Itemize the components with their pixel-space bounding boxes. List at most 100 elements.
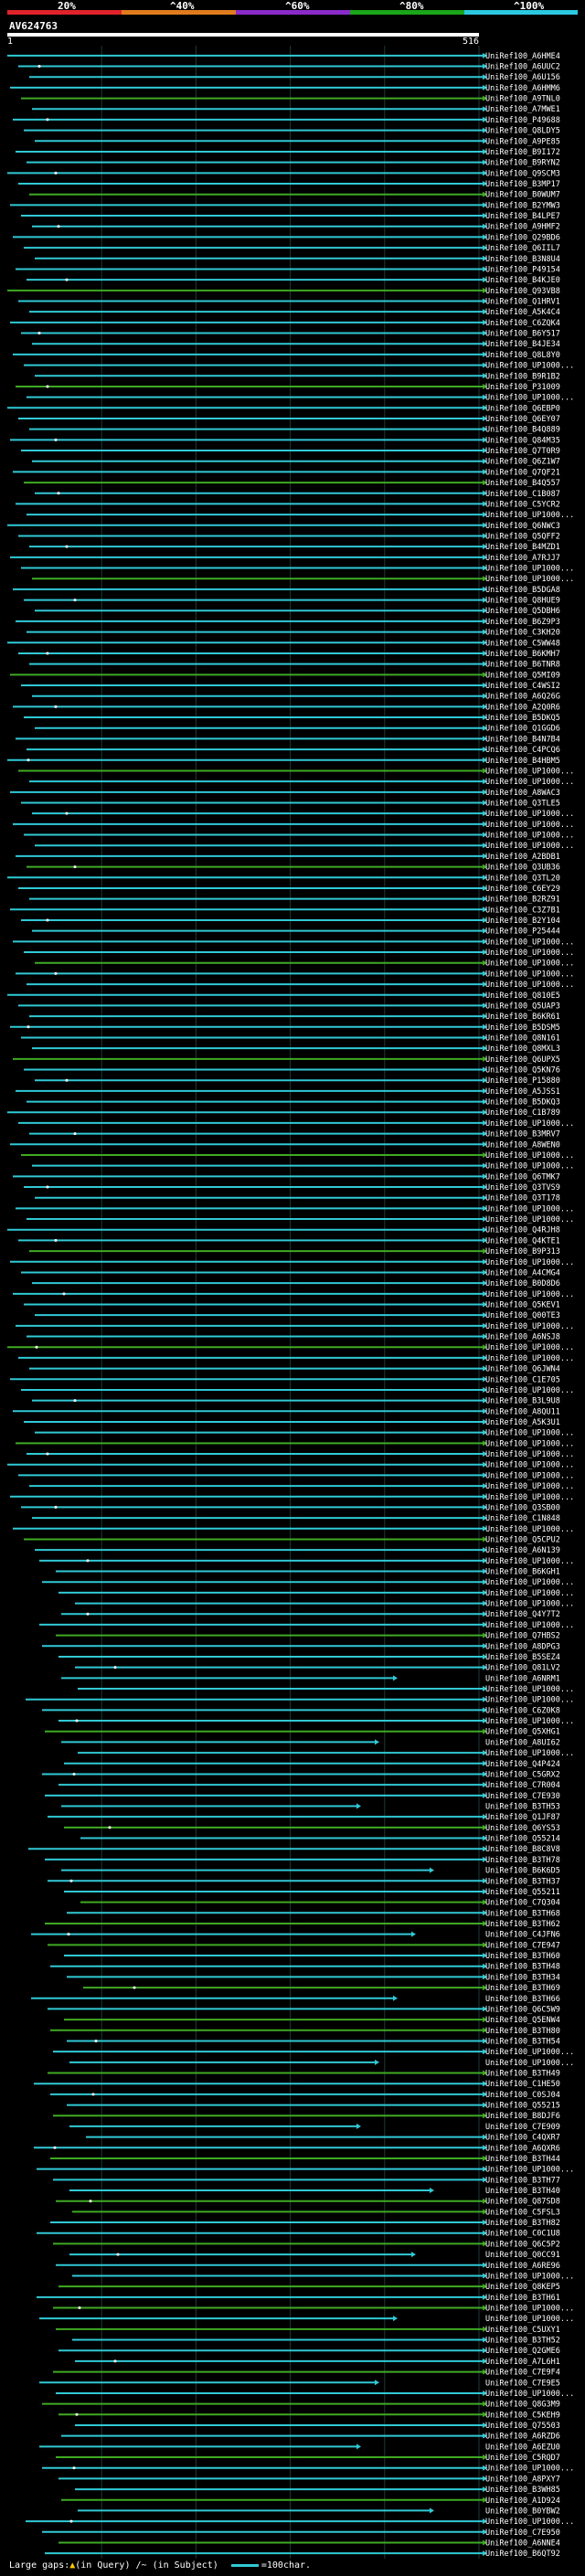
hit-label: UniRef100_B3TH80: [485, 2027, 560, 2036]
hit-label: UniRef100_B3TH49: [485, 2070, 560, 2079]
hit-arrow: [483, 1611, 487, 1617]
hit-label: UniRef100_Q8G3M9: [485, 2401, 560, 2410]
hit-label: UniRef100_UP1000...: [485, 2465, 574, 2474]
hit-arrow: [483, 2348, 487, 2354]
hit-label: UniRef100_UP1000...: [485, 1439, 574, 1448]
gap-marker: [65, 1078, 69, 1082]
hit-arrow: [483, 1023, 487, 1030]
hit-label: UniRef100_UP1000...: [485, 1204, 574, 1214]
hit-arrow: [483, 1109, 487, 1116]
hit-arrow: [483, 341, 487, 347]
hit-label: UniRef100_Q6NWC3: [485, 522, 560, 531]
gap-marker: [133, 1986, 136, 1989]
hit-arrow: [483, 2166, 487, 2172]
hit-arrow: [483, 522, 487, 528]
hit-arrow: [483, 448, 487, 454]
hit-arrow: [483, 1397, 487, 1404]
hit-label: UniRef100_B0D8D6: [485, 1279, 560, 1288]
hit-label: UniRef100_Q84M35: [485, 436, 560, 445]
hit-arrow: [483, 811, 487, 817]
hit-arrow: [411, 2252, 416, 2258]
hit-label: UniRef100_UP1000...: [485, 1621, 574, 1630]
hit-label: UniRef100_Q7HBS2: [485, 1632, 560, 1641]
hit-label: UniRef100_Q8LDY5: [485, 127, 560, 136]
hit-arrow: [483, 1536, 487, 1542]
hit-arrow: [483, 959, 487, 966]
hit-arrow: [483, 991, 487, 998]
hit-label: UniRef100_B4HBM5: [485, 757, 560, 766]
gap-marker: [108, 1826, 112, 1829]
hit-arrow: [483, 255, 487, 261]
hit-arrow: [483, 2369, 487, 2375]
hit-label: UniRef100_A2BDB1: [485, 853, 560, 862]
hit-label: UniRef100_UP1000...: [485, 565, 574, 574]
hit-label: UniRef100_A2Q0R6: [485, 703, 560, 712]
hit-label: UniRef100_UP1000...: [485, 1258, 574, 1267]
hit-label: UniRef100_UP1000...: [485, 1119, 574, 1129]
hit-label: UniRef100_Q87SD8: [485, 2198, 560, 2207]
hit-arrow: [483, 202, 487, 208]
hit-label: UniRef100_C6EY29: [485, 885, 560, 894]
hit-arrow: [483, 2433, 487, 2439]
hit-arrow: [483, 298, 487, 304]
hit-arrow: [483, 2273, 487, 2279]
tick-label-100: ^100%: [514, 0, 545, 12]
gap-marker: [73, 599, 77, 602]
hit-label: UniRef100_B6KMH7: [485, 650, 560, 659]
hit-arrow: [483, 533, 487, 539]
hit-arrow: [483, 1312, 487, 1319]
hit-label: UniRef100_C7E9E5: [485, 2379, 560, 2388]
hit-label: UniRef100_UP1000...: [485, 821, 574, 830]
hit-label: UniRef100_Q1GGD6: [485, 725, 560, 734]
hit-label: UniRef100_A6HMM6: [485, 84, 560, 93]
hit-label: UniRef100_Q3T178: [485, 1194, 560, 1203]
hit-arrow: [483, 725, 487, 731]
hit-label: UniRef100_B3TH44: [485, 2155, 560, 2164]
hit-label: UniRef100_B6KR61: [485, 1012, 560, 1022]
hit-label: UniRef100_A6QXR6: [485, 2144, 560, 2153]
hit-arrow: [483, 1162, 487, 1169]
hit-arrow: [483, 2262, 487, 2268]
hit-arrow: [483, 1760, 487, 1766]
gap-marker: [113, 1666, 117, 1670]
hit-label: UniRef100_Q8L8Y0: [485, 351, 560, 360]
hit-arrow: [483, 2006, 487, 2012]
hit-label: UniRef100_UP1000...: [485, 2166, 574, 2175]
hit-arrow: [483, 1782, 487, 1788]
hit-label: UniRef100_B4Q889: [485, 426, 560, 435]
hit-arrow: [483, 2134, 487, 2140]
hit-label: UniRef100_C1N848: [485, 1514, 560, 1523]
hit-arrow: [483, 832, 487, 838]
gap-marker: [54, 1238, 58, 1242]
hit-label: UniRef100_C4PCQ6: [485, 746, 560, 755]
hit-arrow: [483, 1707, 487, 1713]
hit-label: UniRef100_B3L9U8: [485, 1397, 560, 1406]
hit-label: UniRef100_A6EZU0: [485, 2443, 560, 2452]
hit-arrow: [483, 1280, 487, 1287]
hit-arrow: [483, 1589, 487, 1595]
hit-label: UniRef100_A9PE85: [485, 137, 560, 146]
hit-label: UniRef100_Q55211: [485, 1888, 560, 1897]
hit-label: UniRef100_Q6YS53: [485, 1824, 560, 1833]
hit-label: UniRef100_UP1000...: [485, 767, 574, 776]
hit-arrow: [375, 2380, 379, 2386]
gap-marker: [75, 1719, 79, 1723]
hit-label: UniRef100_C4QXR7: [485, 2134, 560, 2143]
hit-arrow: [483, 821, 487, 827]
gap-marker: [46, 1452, 49, 1456]
hit-label: UniRef100_C4WSI2: [485, 682, 560, 691]
scale-label: =100char.: [261, 2560, 312, 2571]
hit-arrow: [483, 1653, 487, 1659]
query-ruler: 1 516: [7, 37, 479, 47]
hit-arrow: [483, 1643, 487, 1649]
hit-arrow: [483, 501, 487, 507]
gap-marker: [116, 2253, 120, 2256]
hit-arrow: [483, 127, 487, 133]
hit-arrow: [483, 1354, 487, 1361]
hit-arrow: [483, 928, 487, 934]
gap-marker: [46, 118, 49, 122]
hit-label: UniRef100_C7R004: [485, 1781, 560, 1790]
hit-arrow: [483, 1087, 487, 1094]
hit-label: UniRef100_B3TH69: [485, 1984, 560, 1993]
gap-marker: [35, 1345, 38, 1349]
